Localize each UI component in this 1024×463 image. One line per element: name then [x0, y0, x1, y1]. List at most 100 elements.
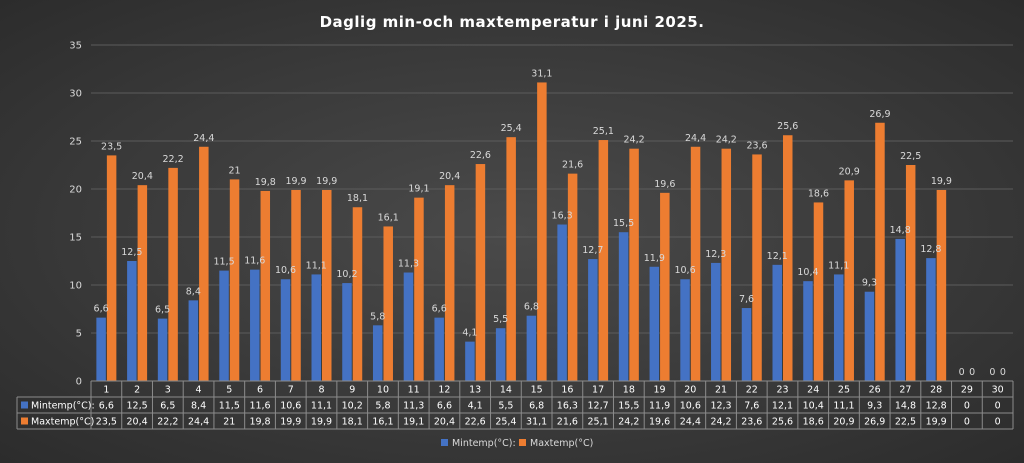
- max-temp-data-label: 19,6: [654, 179, 675, 190]
- y-tick-label: 10: [69, 281, 82, 292]
- max-temp-data-label: 25,4: [501, 123, 522, 134]
- max-temp-bar: [844, 180, 854, 381]
- x-category-label: 19: [654, 385, 666, 396]
- min-temp-bar: [188, 300, 199, 381]
- max-temp-data-label: 31,1: [531, 68, 552, 79]
- min-temp-data-label: 10,2: [336, 269, 357, 280]
- min-temp-bar: [342, 283, 352, 381]
- max-temp-data-label: 23,6: [746, 140, 767, 151]
- max-temp-bar: [506, 137, 516, 381]
- table-cell: 12,5: [127, 401, 148, 412]
- table-cell: 19,9: [926, 417, 947, 428]
- min-temp-bar: [403, 272, 414, 381]
- x-category-label: 12: [438, 385, 450, 396]
- min-temp-row-label: Mintemp(°C):: [31, 401, 95, 412]
- min-temp-data-label: 5,5: [493, 314, 508, 325]
- min-temp-data-label: 11,1: [306, 260, 327, 271]
- min-temp-data-label: 8,4: [186, 286, 201, 297]
- min-temp-bar: [96, 317, 106, 381]
- y-tick-label: 15: [69, 233, 82, 244]
- x-category-label: 29: [961, 385, 973, 396]
- table-cell: 25,4: [495, 417, 516, 428]
- min-temp-bar: [618, 232, 629, 381]
- min-temp-bar: [649, 266, 660, 381]
- table-cell: 19,9: [311, 417, 332, 428]
- min-temp-data-label: 6,5: [155, 305, 170, 316]
- min-temp-data-label: 6,8: [524, 302, 539, 313]
- max-temp-bar: [475, 164, 486, 381]
- max-temp-data-label: 25,1: [593, 126, 614, 137]
- table-cell: 11,3: [403, 401, 424, 412]
- max-temp-data-label: 19,9: [316, 176, 337, 187]
- min-temp-swatch: [21, 401, 28, 409]
- max-temp-data-label: 20,9: [839, 166, 860, 177]
- max-temp-data-label: 26,9: [869, 109, 890, 120]
- min-temp-bar: [833, 274, 844, 381]
- min-temp-bar: [895, 238, 905, 381]
- min-temp-bar: [372, 325, 383, 381]
- table-cell: 24,2: [710, 417, 731, 428]
- max-temp-bar: [199, 146, 209, 381]
- table-cell: 19,6: [649, 417, 670, 428]
- table-cell: 0: [964, 417, 970, 428]
- max-temp-bar: [660, 192, 670, 381]
- table-cell: 6,5: [160, 401, 175, 412]
- table-cell: 20,4: [127, 417, 148, 428]
- min-temp-data-label: 6,6: [432, 304, 447, 315]
- table-cell: 12,7: [588, 401, 609, 412]
- max-temp-bar: [598, 140, 609, 381]
- max-temp-bar: [352, 207, 363, 381]
- x-category-label: 18: [623, 385, 635, 396]
- table-cell: 0: [995, 417, 1001, 428]
- table-cell: 23,6: [741, 417, 762, 428]
- max-temp-data-label: 24,4: [685, 133, 706, 144]
- x-category-label: 21: [715, 385, 727, 396]
- table-cell: 4,1: [468, 401, 483, 412]
- min-temp-data-label: 7,6: [739, 294, 754, 305]
- min-temp-data-label: 4,1: [462, 328, 477, 339]
- max-temp-data-label: 18,1: [347, 193, 368, 204]
- x-category-label: 25: [838, 385, 850, 396]
- min-temp-bar: [803, 281, 813, 381]
- y-tick-label: 35: [69, 41, 82, 52]
- max-temp-bar: [752, 154, 762, 381]
- max-temp-bar: [414, 197, 424, 381]
- max-temp-data-label: 18,6: [808, 188, 829, 199]
- table-cell: 18,6: [803, 417, 824, 428]
- table-cell: 14,8: [895, 401, 916, 412]
- x-category-label: 5: [226, 385, 232, 396]
- max-temp-data-label: 0: [969, 367, 975, 378]
- max-temp-bar: [229, 179, 240, 381]
- table-cell: 20,9: [833, 417, 854, 428]
- table-cell: 16,1: [372, 417, 393, 428]
- max-temp-bar: [936, 189, 947, 381]
- x-category-label: 15: [531, 385, 543, 396]
- x-category-label: 2: [134, 385, 140, 396]
- min-temp-bar: [526, 315, 537, 381]
- max-temp-data-label: 22,6: [470, 150, 491, 161]
- min-temp-data-label: 10,6: [674, 265, 695, 276]
- x-category-label: 7: [288, 385, 294, 396]
- min-temp-data-label: 16,3: [552, 211, 573, 222]
- x-category-label: 16: [561, 385, 573, 396]
- table-cell: 10,6: [680, 401, 701, 412]
- table-cell: 18,1: [342, 417, 363, 428]
- table-cell: 11,5: [219, 401, 240, 412]
- max-temp-bar: [721, 148, 732, 381]
- y-tick-label: 30: [69, 89, 82, 100]
- max-temp-bar: [383, 226, 393, 381]
- table-cell: 11,1: [311, 401, 332, 412]
- x-category-label: 28: [930, 385, 942, 396]
- max-temp-bar: [537, 82, 547, 381]
- min-temp-data-label: 15,5: [613, 218, 634, 229]
- min-temp-data-label: 0: [989, 367, 995, 378]
- max-temp-bar: [106, 155, 117, 381]
- table-cell: 12,1: [772, 401, 793, 412]
- min-temp-data-label: 11,3: [398, 259, 419, 270]
- gridlines: [91, 44, 1013, 382]
- table-cell: 24,4: [680, 417, 701, 428]
- table-cell: 12,8: [926, 401, 947, 412]
- min-temp-bar: [864, 291, 875, 381]
- max-temp-bar: [260, 190, 271, 381]
